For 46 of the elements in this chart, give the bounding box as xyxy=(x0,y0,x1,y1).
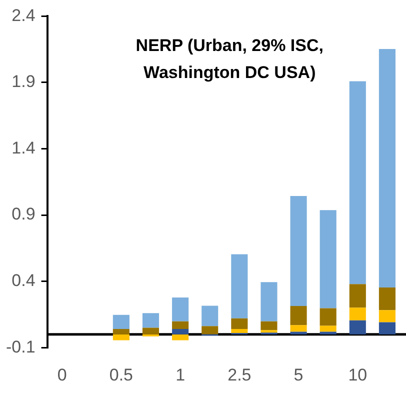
bar xyxy=(202,326,218,334)
bar xyxy=(231,254,248,318)
bar xyxy=(260,321,278,330)
bar xyxy=(112,314,130,330)
bar xyxy=(378,310,396,322)
x-tick-label: 0.5 xyxy=(109,365,134,384)
bar xyxy=(320,332,336,334)
bar xyxy=(349,308,366,320)
x-tick-label: 10 xyxy=(348,365,368,384)
bar xyxy=(112,329,130,334)
bar xyxy=(290,325,307,332)
bar xyxy=(231,329,248,334)
bar xyxy=(378,288,396,310)
bar xyxy=(378,322,396,334)
bar xyxy=(320,308,336,326)
bar xyxy=(142,328,160,334)
x-tick-label: 5 xyxy=(294,365,304,384)
bar xyxy=(349,320,366,334)
bar xyxy=(320,210,336,308)
y-tick-label: 2.4 xyxy=(12,6,36,25)
bar xyxy=(172,297,189,322)
y-tick-label: 0.4 xyxy=(12,271,36,290)
bar xyxy=(290,332,307,334)
bar xyxy=(202,306,218,326)
bar xyxy=(172,321,189,330)
bar xyxy=(172,329,189,334)
bar xyxy=(290,196,307,306)
bar xyxy=(320,326,336,332)
bar xyxy=(290,306,307,326)
bar xyxy=(378,48,396,288)
bar xyxy=(349,284,366,308)
x-tick-label: 0 xyxy=(57,365,67,384)
bar xyxy=(172,334,189,340)
y-tick-label: 1.4 xyxy=(12,138,36,158)
text: NERP (Urban, 29% ISC, Washington DC USA) xyxy=(136,36,324,82)
bar xyxy=(142,313,160,328)
bar xyxy=(231,318,248,330)
y-tick-label: 0.9 xyxy=(12,204,36,224)
y-tick-label: -0.1 xyxy=(6,337,36,356)
bar xyxy=(260,330,278,333)
bar xyxy=(112,334,130,340)
bar xyxy=(260,282,278,322)
bar xyxy=(349,81,366,284)
y-tick-label: 1.9 xyxy=(12,72,36,92)
x-tick-label: 2.5 xyxy=(228,365,252,384)
x-tick-label: 1 xyxy=(176,365,186,384)
